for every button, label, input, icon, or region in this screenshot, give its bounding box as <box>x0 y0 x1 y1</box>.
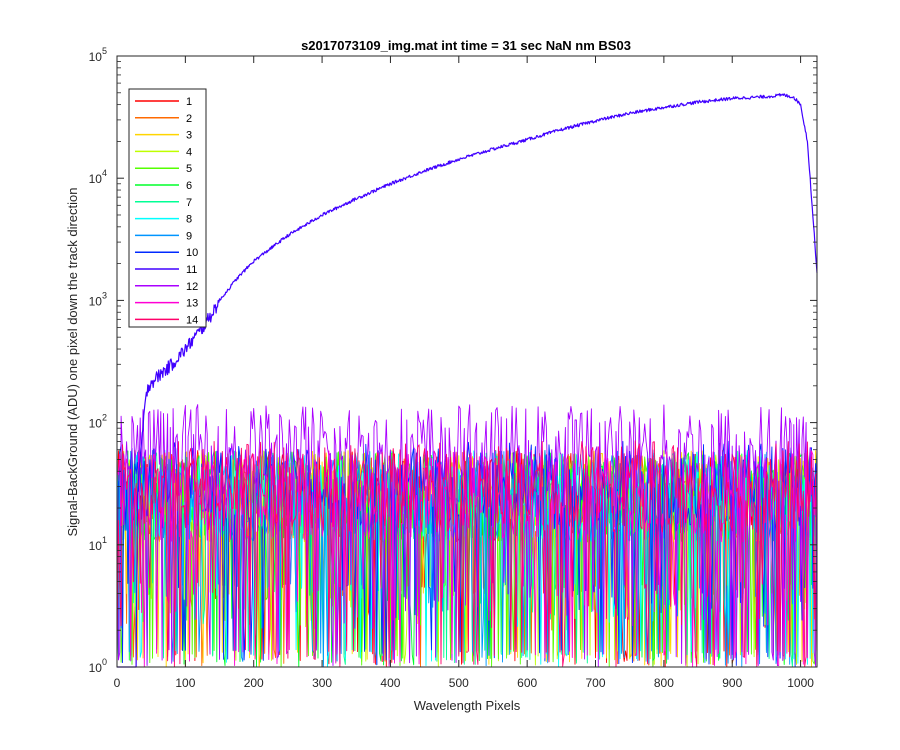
legend-label-13: 13 <box>186 298 198 310</box>
legend-label-3: 3 <box>186 130 192 142</box>
legend-label-8: 8 <box>186 214 192 226</box>
series-lines <box>116 93 818 668</box>
chart-title: s2017073109_img.mat int time = 31 sec Na… <box>301 38 631 53</box>
legend-label-5: 5 <box>186 163 192 175</box>
legend-label-6: 6 <box>186 180 192 192</box>
legend-label-2: 2 <box>186 113 192 125</box>
y-tick-labels: 100 101 102 103 104 105 <box>89 46 107 675</box>
y-tick-label: 105 <box>89 46 107 64</box>
legend-box <box>128 88 207 328</box>
x-tick-label: 0 <box>114 676 121 690</box>
x-tick-label: 500 <box>449 676 469 690</box>
series-line-11 <box>117 93 818 668</box>
legend-label-14: 14 <box>186 314 198 326</box>
axes-box <box>116 55 818 668</box>
x-tick-label: 800 <box>654 676 674 690</box>
x-tick-label: 400 <box>380 676 400 690</box>
series-line-12 <box>116 404 818 667</box>
y-tick-label: 103 <box>89 290 107 308</box>
y-tick-label: 104 <box>89 168 107 186</box>
legend-label-1: 1 <box>186 96 192 108</box>
legend-label-9: 9 <box>186 230 192 242</box>
series-line-13 <box>116 450 818 668</box>
legend-label-11: 11 <box>186 264 197 276</box>
y-tick-label: 101 <box>89 535 107 553</box>
series-line-14 <box>116 440 818 668</box>
x-tick-label: 100 <box>175 676 195 690</box>
legend-label-4: 4 <box>186 146 192 158</box>
x-tick-label: 200 <box>244 676 264 690</box>
x-axis-label: Wavelength Pixels <box>414 698 521 713</box>
y-tick-label: 100 <box>89 657 107 675</box>
plot-area <box>116 55 818 668</box>
y-tick-label: 102 <box>89 413 107 431</box>
x-tick-label: 600 <box>517 676 537 690</box>
x-tick-label: 700 <box>586 676 606 690</box>
x-tick-label: 900 <box>722 676 742 690</box>
legend-label-7: 7 <box>186 197 192 209</box>
legend-label-10: 10 <box>186 247 198 259</box>
x-tick-label: 1000 <box>787 676 814 690</box>
legend-label-12: 12 <box>186 281 198 293</box>
y-axis-label: Signal-BackGround (ADU) one pixel down t… <box>65 187 80 536</box>
x-tick-labels: 0 100 200 300 400 500 600 700 800 900 1000 <box>114 676 815 690</box>
x-tick-label: 300 <box>312 676 332 690</box>
